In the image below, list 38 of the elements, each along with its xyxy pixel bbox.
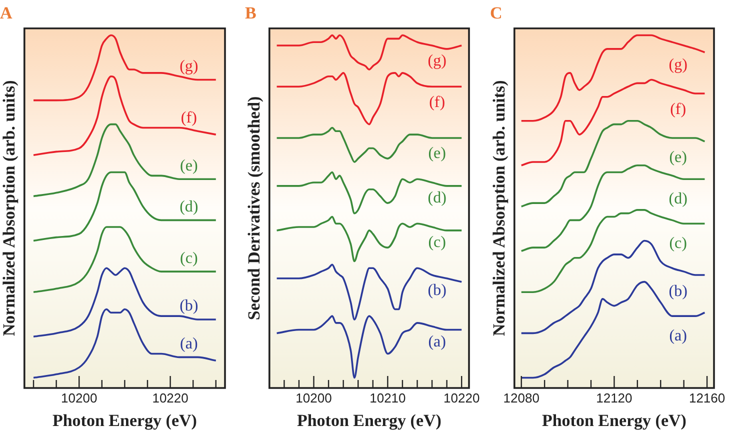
series-label: (e) — [669, 149, 687, 166]
series-label: (b) — [180, 298, 198, 315]
series-label: (a) — [669, 327, 687, 344]
series-label: (a) — [180, 335, 198, 352]
x-tick-label: 12080 — [503, 390, 540, 406]
series-label: (a) — [428, 334, 446, 351]
chart-title: A — [0, 4, 13, 23]
series-label: (c) — [428, 234, 446, 252]
series-label: (g) — [428, 52, 446, 70]
x-axis-title: Photon Energy (eV) — [52, 411, 197, 430]
y-axis-title: Normalized Absorption (arb. units) — [0, 80, 19, 336]
x-axis-title: Photon Energy (eV) — [296, 411, 442, 430]
y-axis-title: Normalized Absorption (arb. units) — [490, 80, 509, 336]
series-label: (e) — [180, 157, 198, 174]
series-label: (g) — [180, 58, 198, 75]
x-tick-label: 10200 — [296, 390, 332, 406]
series-label: (g) — [668, 56, 688, 74]
x-tick-label: 10220 — [444, 390, 480, 406]
x-tick-label: 10220 — [152, 390, 188, 406]
series-label: (b) — [428, 282, 446, 300]
chart-title: C — [490, 4, 502, 23]
x-tick-label: 12120 — [596, 390, 632, 406]
series-label: (f) — [180, 109, 197, 126]
x-tick-label: 12160 — [688, 390, 726, 406]
series-label: (d) — [668, 190, 688, 208]
series-label: (f) — [670, 101, 686, 118]
chart-title: B — [245, 4, 256, 23]
series-label: (c) — [669, 234, 687, 252]
series-label: (b) — [668, 282, 688, 300]
y-axis-title: Second Derivatives (smoothed) — [244, 96, 264, 320]
series-label: (c) — [180, 250, 198, 267]
x-axis-title: Photon Energy (eV) — [542, 411, 686, 430]
series-label: (e) — [428, 145, 446, 162]
x-tick-label: 10200 — [61, 390, 98, 406]
series-label: (d) — [428, 190, 446, 207]
series-label: (f) — [429, 94, 446, 111]
series-label: (d) — [180, 198, 198, 216]
x-tick-label: 10210 — [370, 390, 406, 406]
